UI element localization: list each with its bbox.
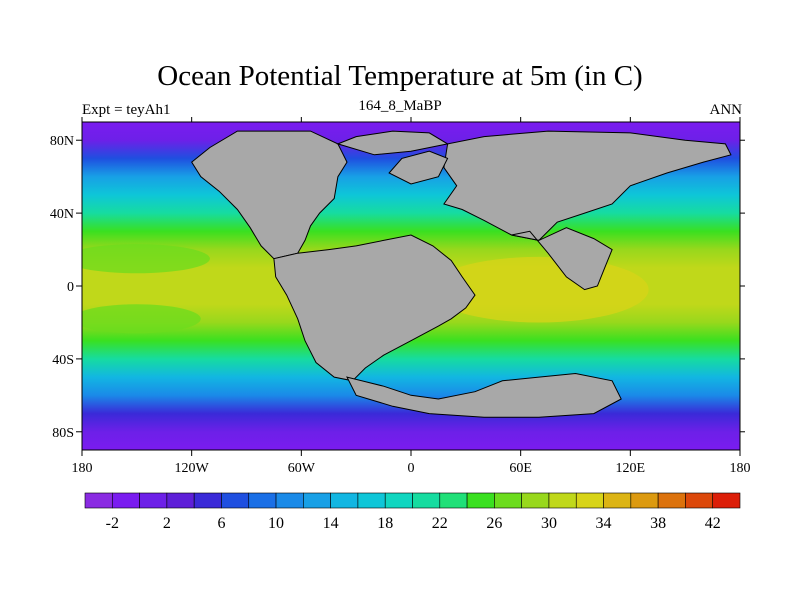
x-tick-label-4: 60E [509, 461, 532, 476]
season-label: ANN [709, 102, 743, 118]
x-tick-label-5: 120E [616, 461, 646, 476]
colorbar-swatch-8 [303, 492, 331, 509]
colorbar-swatch-6 [248, 492, 277, 509]
period-label: 164_8_MaBP [358, 98, 442, 114]
colorbar-label-5: 18 [377, 515, 393, 532]
land-india [511, 227, 613, 291]
x-tick-label-1: 120W [175, 461, 210, 476]
land-layer [191, 130, 732, 418]
x-tick-label-3: 0 [408, 461, 415, 476]
colorbar-label-2: 6 [217, 515, 225, 532]
colorbar-swatch-4 [193, 492, 222, 509]
land-europe-north [388, 150, 449, 185]
colorbar-swatch-12 [412, 492, 441, 509]
y-tick-label-0: 80N [50, 134, 74, 149]
x-tick-label-0: 180 [72, 461, 93, 476]
colorbar-swatch-23 [712, 492, 741, 509]
colorbar-swatch-16 [521, 492, 550, 509]
colorbar-swatch-7 [275, 492, 304, 509]
colorbar-swatch-3 [166, 492, 195, 509]
x-tick-label-2: 60W [288, 461, 316, 476]
colorbar-label-6: 22 [432, 515, 448, 532]
colorbar-swatch-18 [575, 492, 604, 509]
warm-pool-1 [82, 304, 201, 334]
y-tick-label-1: 40N [50, 207, 74, 222]
colorbar-swatch-15 [494, 492, 522, 509]
colorbar-label-4: 14 [323, 515, 339, 532]
colorbar-swatch-11 [384, 492, 413, 509]
colorbar-swatch-22 [685, 492, 714, 509]
colorbar-swatch-10 [357, 492, 386, 509]
colorbar-swatch-2 [139, 492, 168, 509]
colorbar-swatch-0 [84, 492, 113, 509]
colorbar-label-10: 38 [650, 515, 666, 532]
colorbar-swatch-19 [603, 492, 632, 509]
colorbar-swatch-13 [439, 492, 468, 509]
land-greenland-north [336, 130, 449, 156]
y-tick-label-4: 80S [52, 426, 74, 441]
colorbar-swatch-17 [548, 492, 577, 509]
colorbar-label-8: 30 [541, 515, 557, 532]
land-antarctica-australia [346, 372, 622, 418]
colorbar-swatch-1 [111, 492, 140, 509]
colorbar-swatch-14 [466, 492, 495, 509]
y-tick-label-2: 0 [67, 280, 74, 295]
plot-area [82, 122, 740, 450]
chart-title: Ocean Potential Temperature at 5m (in C) [157, 60, 643, 92]
colorbar-label-3: 10 [268, 515, 284, 532]
warm-pool-2 [82, 244, 210, 274]
colorbar: -2 2 6 10 14 18 22 26 30 34 38 42 [84, 492, 741, 532]
x-tick-label-6: 180 [730, 461, 751, 476]
experiment-label: Expt = teyAh1 [82, 102, 171, 118]
colorbar-label-11: 42 [705, 515, 721, 532]
colorbar-label-0: -2 [106, 515, 119, 532]
colorbar-label-1: 2 [163, 515, 171, 532]
colorbar-swatch-20 [630, 492, 659, 509]
colorbar-swatch-5 [221, 492, 250, 509]
colorbar-label-9: 34 [596, 515, 612, 532]
colorbar-swatch-9 [330, 492, 359, 509]
axis-ticks: 180 120W 60W 0 60E 120E 180 80N 40N 0 40S 80S [50, 117, 751, 476]
land-south-america-africa [273, 234, 476, 382]
colorbar-label-7: 26 [486, 515, 502, 532]
colorbar-swatch-21 [657, 492, 686, 509]
y-tick-label-3: 40S [52, 353, 74, 368]
